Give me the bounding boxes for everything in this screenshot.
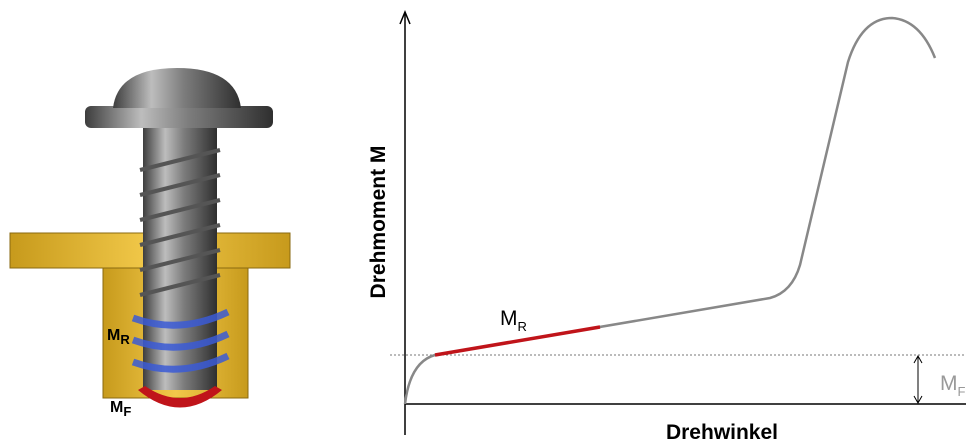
label-sub: R bbox=[518, 319, 527, 334]
label-base: M bbox=[110, 399, 123, 416]
offset-label: MF bbox=[940, 372, 966, 399]
page: MR MF MR MF Drehmoment M Drehwinkel bbox=[0, 0, 966, 443]
screw-illustration: MR MF bbox=[10, 68, 290, 419]
label-base: M bbox=[940, 372, 958, 395]
label-sub: F bbox=[123, 404, 131, 419]
torque-chart: MR MF Drehmoment M Drehwinkel bbox=[367, 12, 966, 443]
head bbox=[113, 68, 241, 108]
label-base: M bbox=[107, 327, 120, 344]
curve-label: MR bbox=[500, 307, 527, 334]
label-sub: R bbox=[120, 332, 130, 347]
head-label: MF bbox=[110, 399, 131, 419]
x-axis-label: Drehwinkel bbox=[666, 421, 778, 443]
flange bbox=[85, 106, 273, 128]
label-base: M bbox=[500, 307, 518, 330]
label-sub: F bbox=[958, 384, 966, 399]
y-axis-label: Drehmoment M bbox=[367, 146, 390, 299]
offset-arrow bbox=[914, 356, 922, 403]
